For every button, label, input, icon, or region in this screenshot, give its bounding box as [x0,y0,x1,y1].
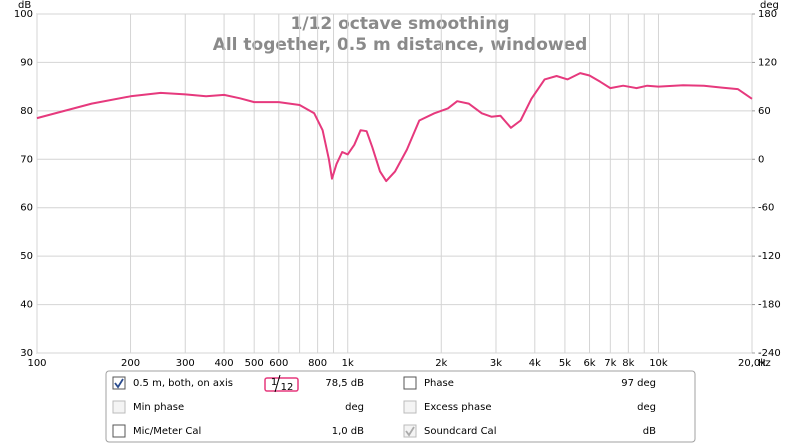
y-tick-label: 100 [14,9,33,20]
y-tick-label: 50 [20,251,33,262]
chart-title: 1/12 octave smoothing [290,14,509,34]
x-tick-label: 800 [308,358,327,369]
x-tick-label: 100 [27,358,46,369]
data-line [36,72,753,183]
smoothing-slash [274,374,281,393]
plot-area [36,13,753,354]
y-tick-label: 90 [20,57,33,68]
x-tick-label: 2k [435,358,447,369]
y2-tick-label: -240 [758,348,781,359]
check-mark [405,426,415,437]
y2-tick-label: 180 [758,9,777,20]
checkbox[interactable] [112,424,126,438]
x-tick-label: 400 [215,358,234,369]
x-tick-label: 200 [121,358,140,369]
x-tick-label: 500 [245,358,264,369]
legend-label: 0.5 m, both, on axis [133,378,233,389]
legend-label: Phase [424,378,454,389]
y-tick-label: 40 [20,300,33,311]
y-tick-label: 80 [20,106,33,117]
legend-value: deg [637,402,656,413]
checkbox[interactable] [403,376,417,390]
checkbox [112,400,126,414]
x-tick-label: 20,0k [738,358,766,369]
legend-label: Min phase [133,402,184,413]
y2-tick-label: -180 [758,300,781,311]
y2-tick-label: 60 [758,106,771,117]
legend-label: Excess phase [424,402,492,413]
y-axis-label: dB [18,0,31,11]
legend-value: 78,5 dB [325,378,364,389]
check-mark [114,378,124,389]
x-tick-label: 300 [176,358,195,369]
x-tick-label: 5k [559,358,571,369]
legend-value: deg [345,402,364,413]
x-tick-label: 600 [269,358,288,369]
y2-axis-label: deg [760,0,779,11]
x-tick-label: 10k [649,358,668,369]
legend-label: Mic/Meter Cal [133,426,201,437]
checkbox [403,400,417,414]
legend-value: 97 deg [621,378,656,389]
x-tick-label: 8k [622,358,634,369]
legend-value: dB [643,426,656,437]
y2-tick-label: 120 [758,57,777,68]
chart-subtitle: All together, 0.5 m distance, windowed [213,35,588,55]
y-tick-label: 60 [20,203,33,214]
y2-tick-label: -60 [758,203,774,214]
smoothing-button[interactable] [264,377,299,392]
legend-panel [105,370,696,443]
x-tick-label: 7k [604,358,616,369]
checkbox[interactable] [112,376,126,390]
checkbox [403,424,417,438]
smoothing-den: 12 [281,382,294,393]
x-unit: Hz [758,358,771,369]
legend-label: Soundcard Cal [424,426,496,437]
y2-tick-label: 0 [758,154,764,165]
y2-tick-label: -120 [758,251,781,262]
x-tick-label: 1k [342,358,354,369]
y-tick-label: 30 [20,348,33,359]
x-tick-label: 3k [490,358,502,369]
smoothing-num: 1 [271,377,277,388]
x-tick-label: 6k [583,358,595,369]
x-tick-label: 4k [529,358,541,369]
legend-value: 1,0 dB [332,426,364,437]
y-tick-label: 70 [20,154,33,165]
